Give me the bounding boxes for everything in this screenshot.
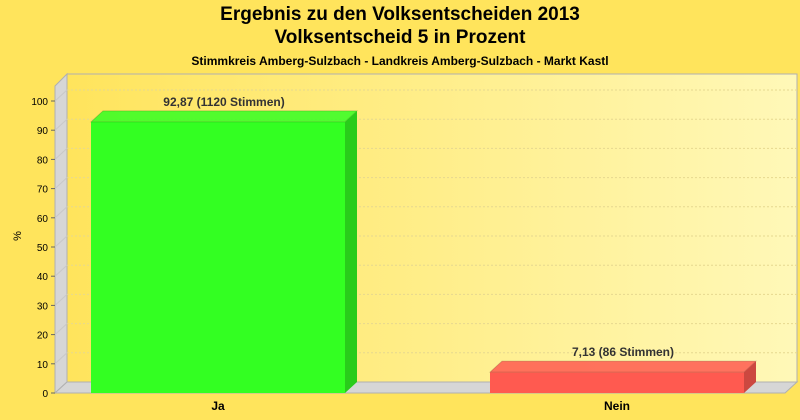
bar-ja [91,121,345,393]
bar-top [89,110,359,123]
y-tick-label: 10 [37,360,49,371]
gridline-side [54,148,68,160]
bar-side [744,361,756,393]
gridline-side [54,323,68,335]
y-axis-label: % [12,231,24,241]
chart-title-line2: Volksentscheid 5 in Prozent [274,27,526,48]
data-label: 92,87 (1120 Stimmen) [163,95,284,109]
y-tick-label: 70 [37,185,49,196]
y-tick-label: 40 [37,272,49,283]
y-tick-label: 30 [37,301,49,312]
chart-title: Ergebnis zu den Volksentscheiden 2013 [220,4,580,25]
bar-side [345,110,357,393]
data-label: 7,13 (86 Stimmen) [572,345,674,359]
plot-side-wall [54,72,68,395]
gridline-side [54,264,68,277]
gridline-side [54,352,68,365]
y-tick-label: 80 [37,155,49,166]
y-tick-label: 90 [37,126,49,137]
gridline-side [54,206,68,219]
bar-nein [490,372,744,393]
y-tick-label: 20 [37,331,49,342]
gridline-side [54,177,68,189]
bar-top [488,360,758,373]
gridline-side [54,235,68,248]
gridline-side [54,118,68,131]
gridline-side [54,294,68,306]
y-tick-label: 60 [37,214,49,225]
gridline-side [54,89,68,102]
chart-subtitle: Stimmkreis Amberg-Sulzbach - Landkreis A… [191,54,609,68]
y-tick-label: 0 [42,389,48,400]
y-tick-label: 50 [37,243,49,254]
x-tick-label: Ja [211,399,225,413]
y-tick-label: 100 [31,97,48,108]
x-tick-label: Nein [604,399,630,413]
